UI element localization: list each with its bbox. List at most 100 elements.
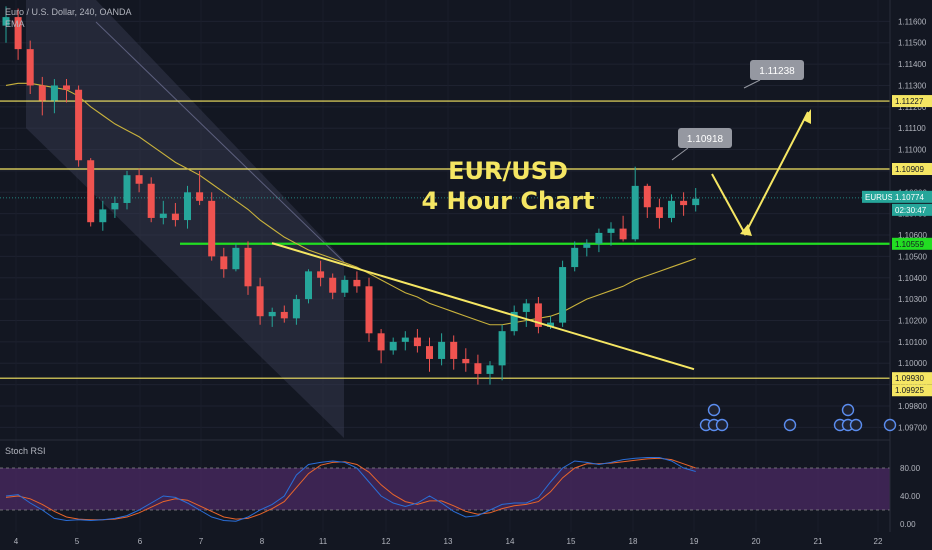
candle-body	[147, 183, 155, 218]
candle-body	[510, 311, 518, 332]
ema-layer	[5, 82, 696, 326]
candle-body	[631, 185, 639, 240]
rsi-tick-label: 80.00	[900, 464, 921, 473]
callout-box	[678, 128, 732, 148]
time-label: 20	[752, 537, 761, 546]
event-marker-icon	[783, 418, 797, 432]
price-tag-bg	[892, 372, 932, 385]
candle-body	[426, 346, 433, 359]
event-marker-icon	[707, 403, 721, 417]
candle-body	[87, 160, 95, 223]
price-tag-label: 1.09930	[895, 374, 924, 383]
candle-body	[438, 341, 446, 359]
price-tick-label: 1.09800	[898, 402, 927, 411]
candle-body	[401, 337, 409, 342]
price-tick-label: 1.11200	[898, 103, 927, 112]
rsi-title[interactable]: Stoch RSI	[5, 446, 46, 456]
candle-body	[329, 277, 337, 293]
price-tag-bg	[892, 163, 932, 176]
price-tick-label: 1.11300	[898, 81, 927, 90]
arrow-head-up	[803, 109, 811, 124]
price-tag-label: 1.10774	[895, 193, 924, 202]
time-label: 5	[75, 537, 80, 546]
price-tag-label: 1.10909	[895, 165, 924, 174]
price-callout: 1.10918	[671, 128, 732, 161]
price-tag-label: 02:30:47	[895, 206, 927, 215]
candle-body	[50, 85, 58, 101]
price-tag-bg	[892, 95, 932, 108]
candle-body	[486, 365, 494, 374]
candle-body	[534, 303, 542, 327]
candle-body	[668, 200, 675, 218]
price-tick-label: 1.11100	[898, 124, 926, 133]
candle-body	[377, 333, 385, 351]
time-label: 14	[506, 537, 515, 546]
candle-body	[220, 256, 228, 270]
callout-box	[750, 60, 804, 80]
candle-body	[547, 322, 554, 327]
price-tag: 02:30:47	[892, 203, 932, 216]
time-label: 21	[814, 537, 823, 546]
downtrend-line	[271, 242, 695, 371]
price-tick-label: 1.11500	[898, 39, 927, 48]
symbol-line[interactable]: Euro / U.S. Dollar, 240, OANDA	[5, 7, 132, 17]
channel-upper	[95, 21, 345, 263]
candle-body	[498, 331, 506, 366]
candle-body	[619, 228, 627, 240]
candle-body	[571, 247, 579, 268]
price-tag-bg	[862, 190, 892, 203]
time-label: 12	[382, 537, 391, 546]
candle-body	[244, 247, 252, 287]
event-markers[interactable]	[699, 403, 897, 432]
price-tick-label: 1.10400	[898, 274, 927, 283]
candle-body	[474, 363, 482, 374]
event-marker-icon	[715, 418, 729, 432]
candle-body	[171, 213, 179, 221]
stoch-k-line	[5, 457, 696, 522]
candle-body	[583, 243, 591, 248]
price-callout: 1.11238	[743, 60, 804, 89]
axes: 1.11600 1.11500 1.11400 1.11300 1.11200 1.111…	[14, 0, 932, 546]
price-tag-bg	[892, 237, 932, 250]
price-tag-label: 1.11227	[895, 97, 924, 106]
price-tag: EURUSD	[862, 190, 899, 203]
price-tick-label: 1.10000	[898, 359, 927, 368]
time-label: 6	[138, 537, 143, 546]
candle-body	[184, 192, 191, 221]
candle-body	[26, 49, 34, 86]
candle-body	[389, 341, 397, 351]
price-tag-label: EURUSD	[865, 193, 899, 202]
time-label: 4	[14, 537, 19, 546]
candle-body	[462, 358, 470, 364]
candle-body	[208, 200, 216, 257]
price-tag-bg	[892, 203, 932, 216]
price-tag: 1.09925	[892, 384, 932, 397]
candle-body	[292, 299, 300, 319]
price-tick-label: 1.11600	[898, 17, 927, 26]
candle-body	[595, 232, 603, 244]
callout-pointer	[671, 147, 689, 161]
candle-body	[692, 198, 700, 206]
candle-body	[123, 175, 131, 203]
price-tick-label: 1.10100	[898, 338, 927, 347]
time-label: 19	[690, 537, 699, 546]
time-label: 7	[199, 537, 204, 546]
candle-body	[2, 17, 10, 26]
candle-body	[305, 271, 312, 300]
candles[interactable]	[2, 6, 700, 385]
candle-body	[268, 311, 276, 317]
candle-body	[196, 192, 204, 201]
price-tag: 1.10909	[892, 163, 932, 176]
time-label: 18	[629, 537, 638, 546]
candle-body	[559, 267, 567, 323]
time-label: 22	[874, 537, 883, 546]
indicator-label[interactable]: EMA	[5, 19, 25, 29]
annotation-title: EUR/USD 4 Hour Chart	[388, 156, 628, 216]
candle-body	[365, 286, 373, 334]
time-label: 11	[319, 537, 328, 546]
price-tag-label: 1.10559	[895, 240, 924, 249]
price-tick-label: 1.09700	[898, 423, 927, 432]
candle-body	[111, 202, 119, 210]
rsi-band	[0, 468, 890, 510]
